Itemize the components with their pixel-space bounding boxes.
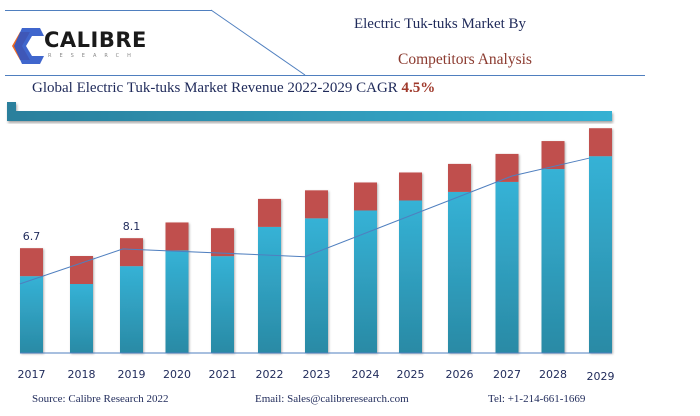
chart-title-text: Global Electric Tuk-tuks Market Revenue … [32, 80, 402, 96]
contact-email[interactable]: Email: Sales@calibreresearch.com [255, 393, 409, 405]
bar-2025 [399, 172, 422, 353]
source-note: Source: Calibre Research 2022 [32, 393, 169, 405]
x-tick-label: 2021 [209, 368, 237, 381]
x-tick-label: 2027 [493, 368, 521, 381]
bar-2020 [165, 222, 189, 353]
chart-title: Global Electric Tuk-tuks Market Revenue … [32, 80, 435, 97]
bar-cap [20, 248, 43, 277]
bar-cap [448, 163, 471, 192]
bar-body [495, 181, 519, 353]
bar-cap [165, 222, 189, 251]
bar-2023 [305, 190, 328, 353]
bar-cap [258, 198, 281, 227]
bar-2021 [211, 228, 234, 353]
bar-2026 [448, 163, 471, 353]
bar-cap [589, 128, 612, 157]
x-tick-label: 2023 [303, 368, 331, 381]
bar-2022 [258, 198, 281, 353]
bar-body [211, 256, 234, 353]
x-tick-label: 2018 [68, 368, 96, 381]
bar-2018 [70, 256, 93, 353]
bar-cap [541, 141, 565, 170]
header-rule-top [5, 10, 212, 11]
bar-body [258, 226, 281, 353]
header-diagonal-rule [210, 9, 306, 76]
bar-2024 [354, 182, 377, 353]
report-title: Electric Tuk-tuks Market By [353, 16, 527, 32]
x-tick-label: 2028 [539, 368, 567, 381]
x-tick-label: 2019 [118, 368, 146, 381]
trend-line [19, 157, 590, 285]
x-tick-label: 2017 [18, 368, 46, 381]
bar-2017 [20, 248, 43, 353]
bar-body [354, 210, 377, 353]
report-subtitle: Competitors Analysis [398, 51, 532, 68]
x-tick-label: 2020 [163, 368, 191, 381]
bar-body [120, 266, 143, 353]
header-rule-bottom-left [5, 75, 312, 76]
bar-cap [399, 172, 422, 201]
bar-2027 [495, 153, 519, 353]
bar-body [70, 284, 93, 353]
bar-body [589, 156, 612, 353]
title-banner [7, 102, 612, 121]
bar-cap [354, 182, 377, 211]
data-label-2017: 6.7 [23, 230, 41, 243]
bar-cap [305, 190, 328, 219]
bar-body [448, 191, 471, 353]
bar-cap [120, 238, 143, 267]
x-tick-label: 2024 [352, 368, 380, 381]
header-rule-bottom-right [305, 75, 645, 76]
x-tick-label: 2022 [256, 368, 284, 381]
x-tick-label: 2025 [397, 368, 425, 381]
brand-name: CALIBRE [44, 28, 147, 52]
bar-body [20, 276, 43, 353]
bar-cap [495, 153, 519, 182]
bar-2028 [541, 141, 565, 353]
bar-body [305, 218, 328, 353]
bar-body [399, 200, 422, 353]
x-tick-label: 2026 [446, 368, 474, 381]
bar-2019 [120, 238, 143, 353]
bar-body [165, 250, 189, 353]
cagr-value: 4.5% [401, 80, 436, 96]
bar-body [541, 169, 565, 353]
bar-cap [70, 256, 93, 285]
bar-2029 [589, 128, 612, 353]
bar-cap [211, 228, 234, 257]
calibre-logo-icon [12, 28, 44, 64]
data-label-2019: 8.1 [123, 220, 141, 233]
contact-phone[interactable]: Tel: +1-214-661-1669 [488, 393, 586, 405]
brand-tagline: RESEARCH [48, 53, 139, 59]
x-tick-label: 2029 [587, 370, 615, 383]
